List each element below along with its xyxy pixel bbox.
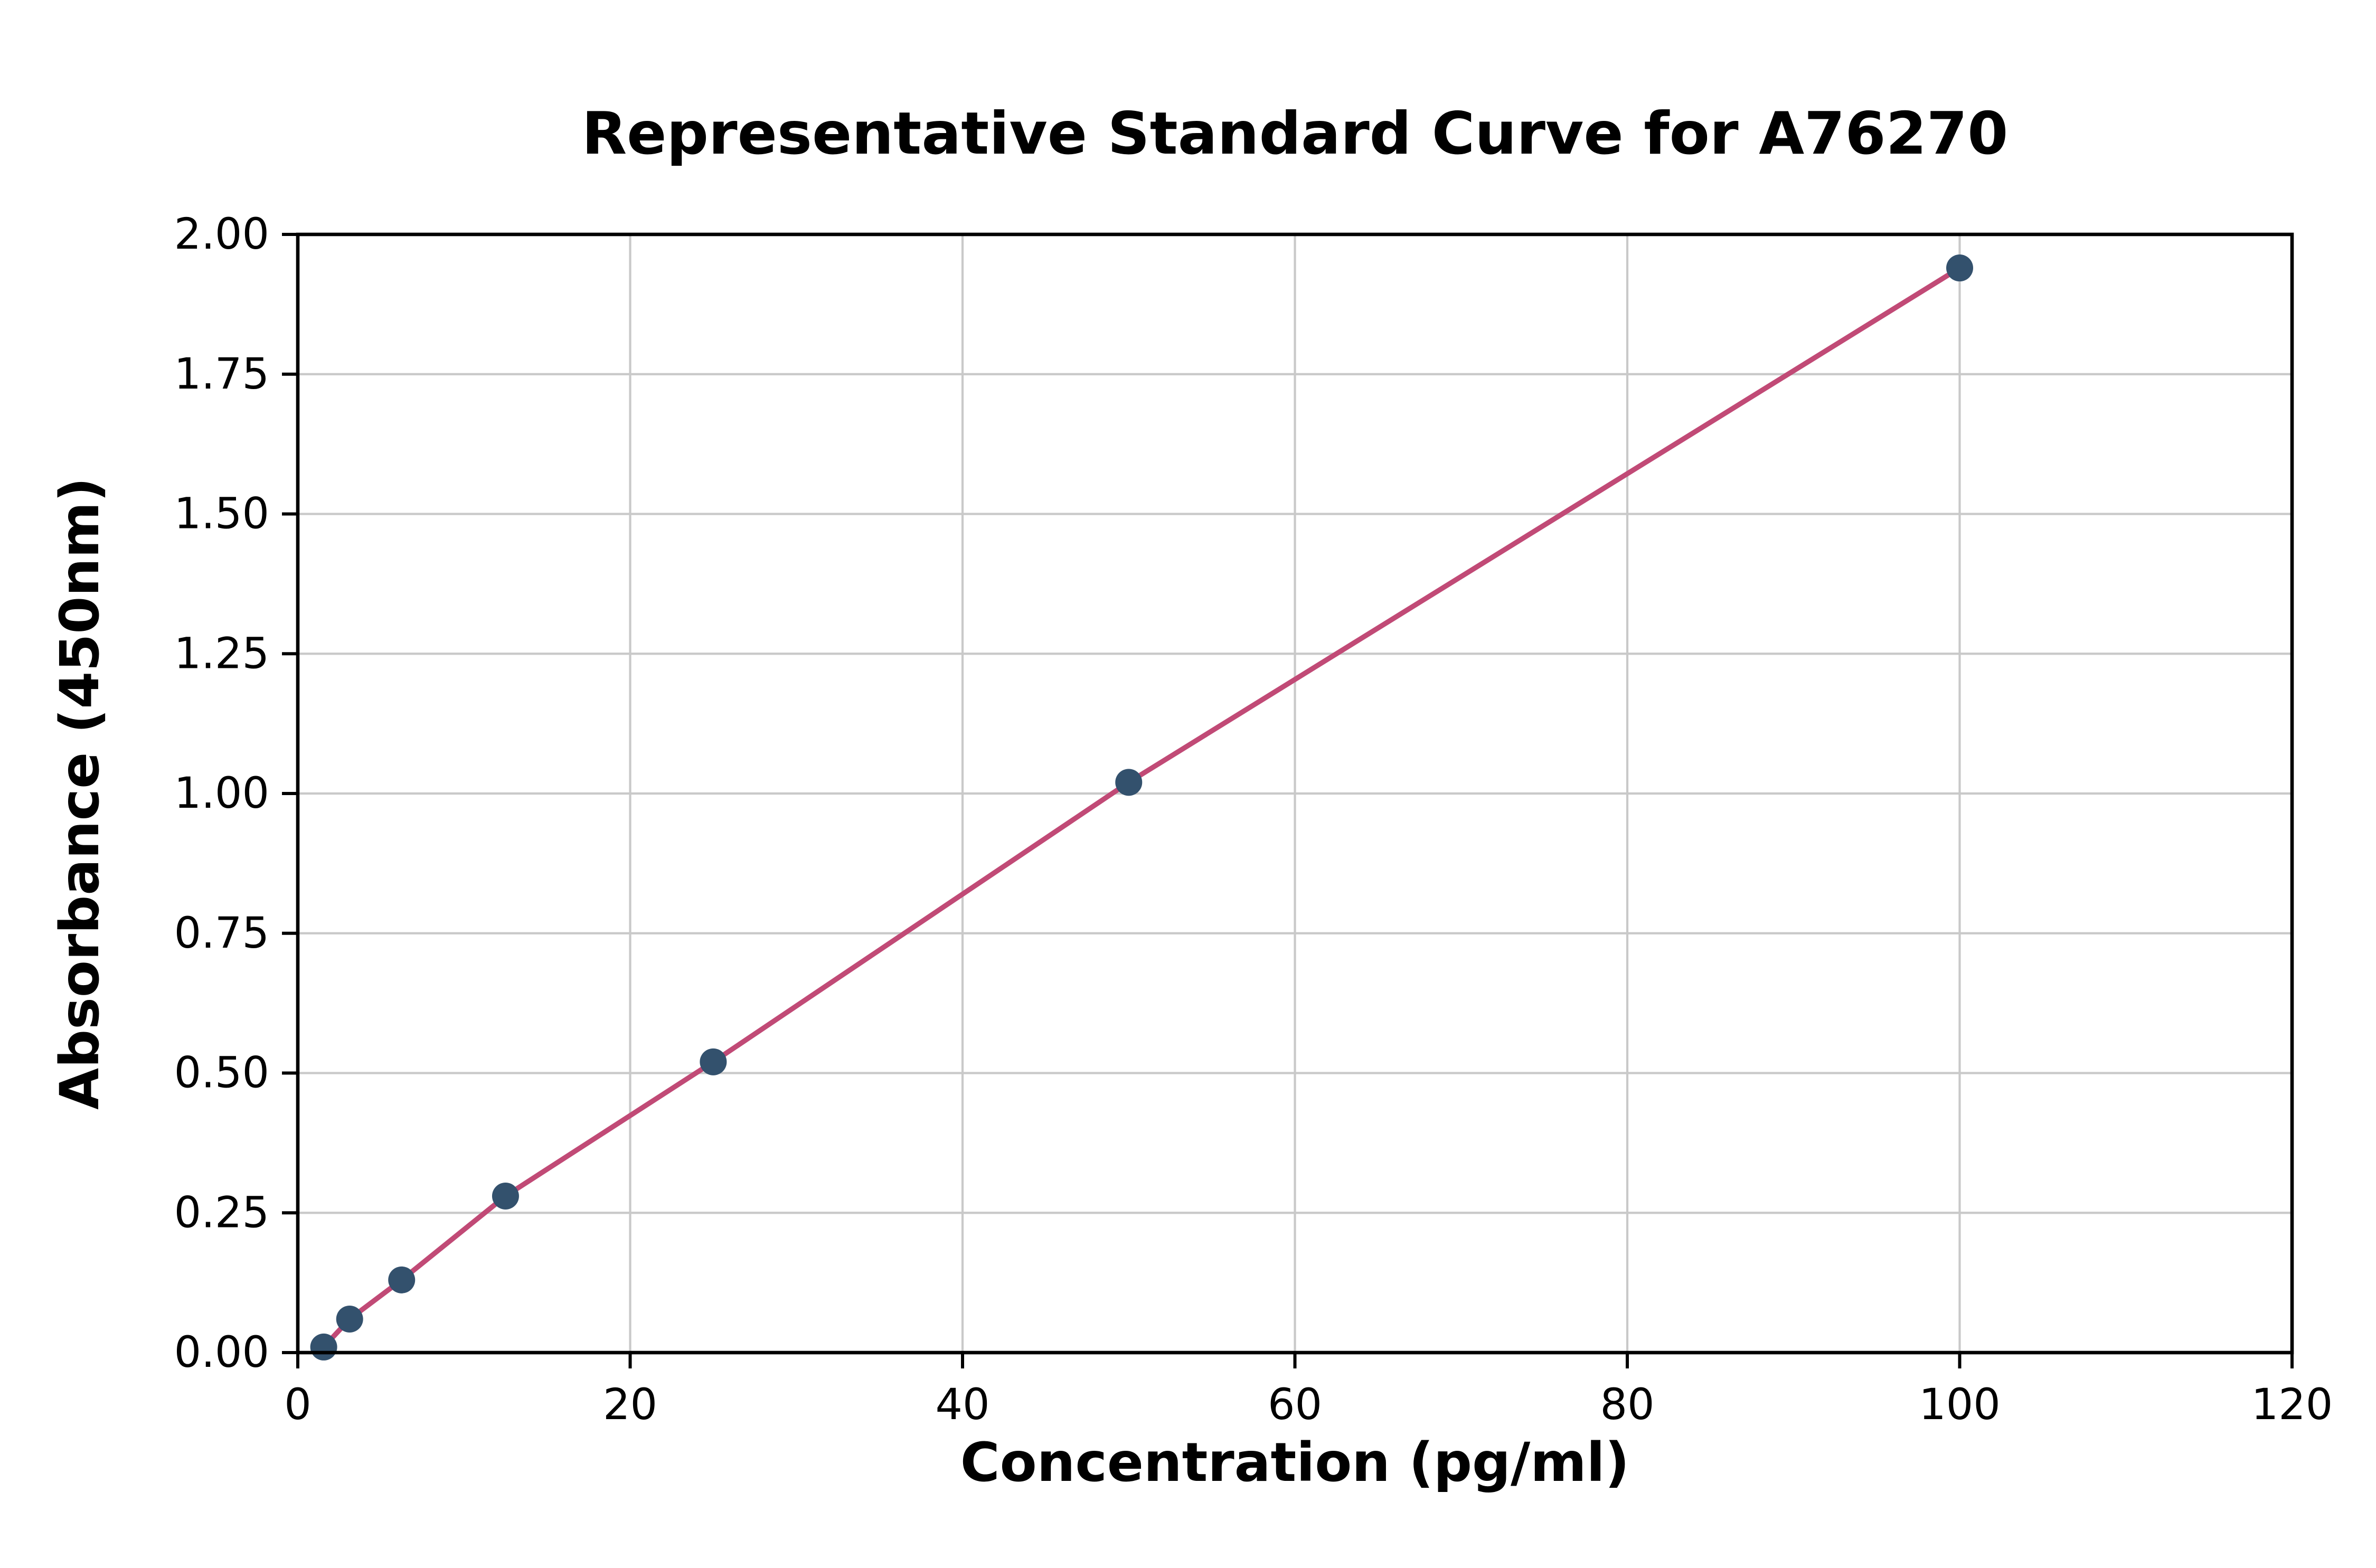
x-axis-label: Concentration (pg/ml) [960,1431,1629,1494]
y-tick-label: 0.75 [174,909,269,958]
y-tick-label: 0.00 [174,1328,269,1377]
gridlines [296,233,2294,1354]
y-tick-label: 1.75 [174,350,269,399]
y-tick-label: 0.50 [174,1049,269,1098]
x-tick-label: 40 [935,1380,989,1430]
x-tick-label: 120 [2251,1380,2333,1430]
x-tick-label: 60 [1268,1380,1322,1430]
y-tick-label: 1.00 [174,769,269,818]
data-point [310,1333,337,1361]
tick-marks-and-labels: 0 20 40 60 80 100 120 0.00 0.25 0.50 0.75 1.00 1.25 1… [174,210,2333,1430]
y-tick-label: 1.50 [174,489,269,539]
x-tick-label: 0 [284,1380,312,1430]
y-tick-label: 0.25 [174,1188,269,1238]
data-point [1946,254,1973,282]
data-point [700,1048,727,1075]
data-point [336,1305,363,1333]
x-tick-label: 80 [1600,1380,1654,1430]
x-tick-label: 20 [603,1380,657,1430]
fit-line [321,265,1963,1350]
y-axis-label: Absorbance (450nm) [49,477,111,1110]
data-point [388,1266,416,1293]
chart-title: Representative Standard Curve for A76270 [582,100,2009,168]
data-series [310,254,1973,1361]
data-point [492,1182,519,1210]
y-tick-label: 1.25 [174,629,269,678]
x-tick-label: 100 [1919,1380,2001,1430]
y-tick-label: 2.00 [174,210,269,259]
data-point [1115,769,1143,796]
